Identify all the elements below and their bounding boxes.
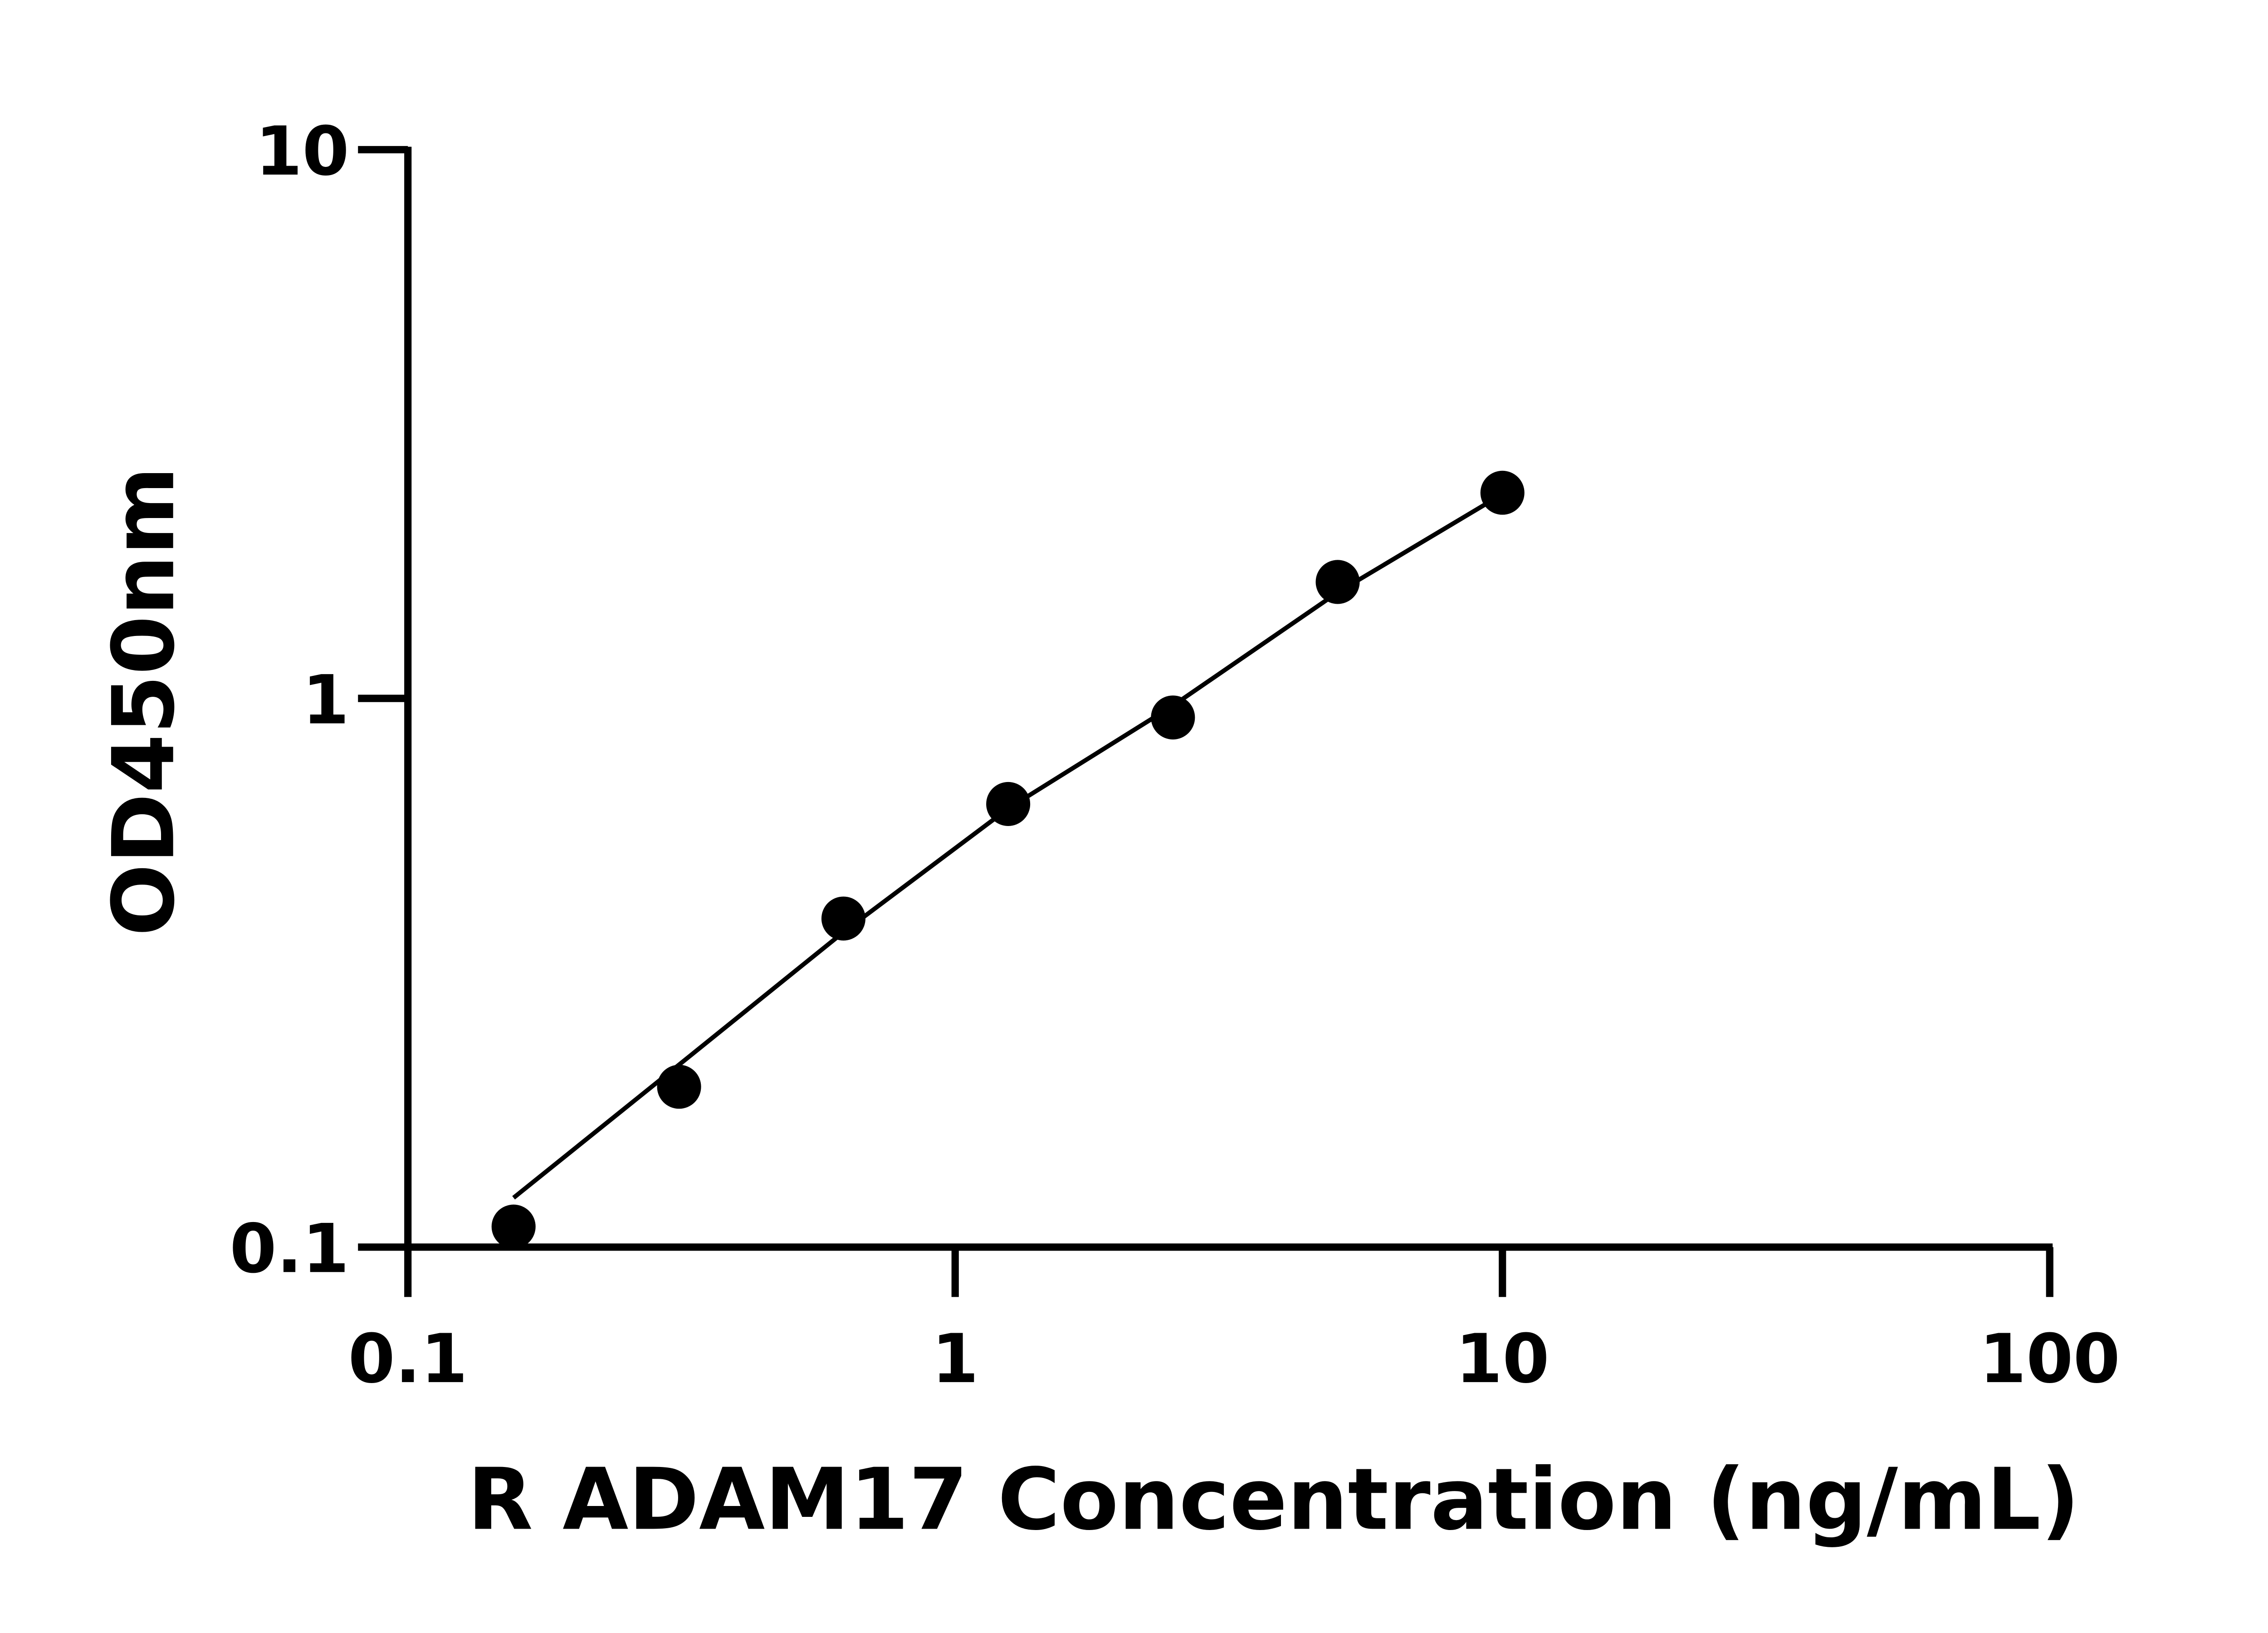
data-point xyxy=(491,1204,536,1249)
x-tick-label: 10 xyxy=(1456,1320,1549,1398)
data-point xyxy=(1151,695,1195,740)
data-point xyxy=(1315,560,1360,604)
x-axis-label: R ADAM17 Concentration (ng/mL) xyxy=(467,1450,2079,1549)
y-tick-label: 10 xyxy=(255,112,349,191)
y-tick-label: 0.1 xyxy=(230,1210,349,1288)
y-axis-label: OD450nm xyxy=(95,466,194,936)
data-point xyxy=(821,896,865,941)
x-tick-label: 1 xyxy=(932,1320,979,1398)
x-tick-label: 0.1 xyxy=(348,1320,468,1398)
y-tick-label: 1 xyxy=(302,661,349,740)
data-point xyxy=(657,1065,701,1109)
data-point xyxy=(1480,470,1525,515)
data-point xyxy=(986,782,1031,826)
x-tick-label: 100 xyxy=(1979,1320,2120,1398)
